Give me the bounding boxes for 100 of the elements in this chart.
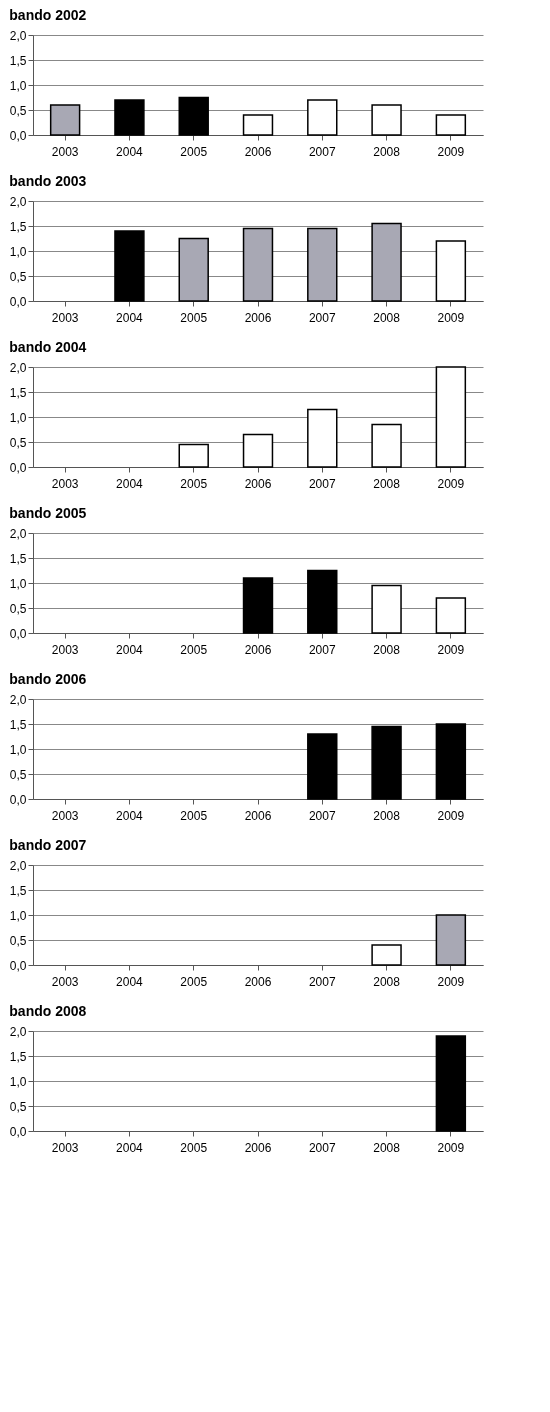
y-tick-label: 0,0 bbox=[9, 1124, 27, 1139]
y-tick-label: 0,5 bbox=[9, 103, 27, 118]
chart-title: bando 2003 bbox=[9, 173, 87, 189]
x-tick-label: 2004 bbox=[116, 476, 144, 491]
x-tick-label: 2006 bbox=[244, 974, 272, 989]
y-tick-label: 2,0 bbox=[9, 526, 27, 541]
x-tick-label: 2009 bbox=[437, 310, 465, 325]
x-tick-label: 2009 bbox=[437, 974, 465, 989]
x-tick-label: 2008 bbox=[373, 144, 401, 159]
x-tick-label: 2008 bbox=[373, 476, 401, 491]
y-tick-label: 0,0 bbox=[9, 792, 27, 807]
x-tick-label: 2003 bbox=[51, 1140, 79, 1155]
bar bbox=[114, 230, 145, 302]
x-tick-label: 2004 bbox=[116, 144, 144, 159]
y-tick-label: 2,0 bbox=[9, 858, 27, 873]
x-tick-label: 2009 bbox=[437, 808, 465, 823]
chart-title: bando 2006 bbox=[9, 671, 87, 687]
x-tick-label: 2005 bbox=[180, 310, 208, 325]
y-tick-label: 1,0 bbox=[9, 244, 27, 259]
y-tick-label: 1,5 bbox=[9, 1049, 27, 1064]
bar bbox=[49, 104, 81, 136]
x-tick-label: 2005 bbox=[180, 974, 208, 989]
chart-title: bando 2005 bbox=[9, 505, 87, 521]
bar bbox=[371, 584, 402, 634]
x-tick-label: 2007 bbox=[308, 1140, 336, 1155]
y-tick-label: 1,0 bbox=[9, 410, 27, 425]
y-tick-label: 1,0 bbox=[9, 1074, 27, 1089]
bar bbox=[307, 408, 338, 468]
chart-title: bando 2002 bbox=[9, 7, 87, 23]
y-tick-label: 2,0 bbox=[9, 1024, 27, 1039]
bar bbox=[307, 733, 338, 800]
bar bbox=[371, 725, 402, 800]
y-tick-label: 0,5 bbox=[9, 435, 27, 450]
y-tick-label: 0,0 bbox=[9, 460, 27, 475]
bar bbox=[178, 443, 209, 468]
bar bbox=[307, 227, 338, 302]
bar bbox=[435, 114, 467, 136]
x-tick-label: 2007 bbox=[308, 642, 336, 657]
x-tick-label: 2009 bbox=[437, 476, 465, 491]
bar bbox=[435, 597, 467, 634]
x-tick-label: 2006 bbox=[244, 808, 272, 823]
y-tick-label: 1,5 bbox=[9, 883, 27, 898]
bar bbox=[435, 723, 467, 800]
y-tick-label: 0,0 bbox=[9, 294, 27, 309]
y-tick-label: 1,5 bbox=[9, 551, 27, 566]
x-tick-label: 2008 bbox=[373, 808, 401, 823]
x-tick-label: 2004 bbox=[116, 974, 144, 989]
chart-title: bando 2008 bbox=[9, 1003, 87, 1019]
y-tick-label: 0,5 bbox=[9, 933, 27, 948]
x-tick-label: 2004 bbox=[116, 1140, 144, 1155]
y-tick-label: 1,5 bbox=[9, 385, 27, 400]
x-tick-label: 2003 bbox=[51, 144, 79, 159]
bar bbox=[371, 104, 402, 136]
x-tick-label: 2003 bbox=[51, 642, 79, 657]
bar bbox=[371, 222, 402, 302]
y-tick-label: 1,0 bbox=[9, 78, 27, 93]
x-tick-label: 2006 bbox=[244, 310, 272, 325]
y-tick-label: 1,0 bbox=[9, 576, 27, 591]
x-tick-label: 2009 bbox=[437, 1140, 465, 1155]
bar bbox=[242, 114, 274, 136]
x-tick-label: 2005 bbox=[180, 144, 208, 159]
x-tick-label: 2004 bbox=[116, 642, 144, 657]
x-tick-label: 2005 bbox=[180, 642, 208, 657]
x-tick-label: 2003 bbox=[51, 808, 79, 823]
bar bbox=[307, 99, 338, 136]
x-tick-label: 2003 bbox=[51, 310, 79, 325]
y-tick-label: 2,0 bbox=[9, 692, 27, 707]
x-tick-label: 2004 bbox=[116, 310, 144, 325]
x-tick-label: 2003 bbox=[51, 476, 79, 491]
bar bbox=[114, 99, 145, 136]
x-tick-label: 2009 bbox=[437, 642, 465, 657]
x-tick-label: 2006 bbox=[244, 642, 272, 657]
y-tick-label: 0,0 bbox=[9, 128, 27, 143]
x-tick-label: 2007 bbox=[308, 310, 336, 325]
chart-title: bando 2004 bbox=[9, 339, 87, 355]
y-tick-label: 1,0 bbox=[9, 742, 27, 757]
x-tick-label: 2006 bbox=[244, 1140, 272, 1155]
x-tick-label: 2005 bbox=[180, 808, 208, 823]
y-tick-label: 0,0 bbox=[9, 626, 27, 641]
y-tick-label: 1,0 bbox=[9, 908, 27, 923]
y-tick-label: 0,5 bbox=[9, 767, 27, 782]
x-tick-label: 2007 bbox=[308, 476, 336, 491]
bar bbox=[178, 96, 209, 136]
x-tick-label: 2006 bbox=[244, 144, 272, 159]
x-tick-label: 2008 bbox=[373, 974, 401, 989]
x-tick-label: 2005 bbox=[180, 1140, 208, 1155]
bar bbox=[371, 423, 402, 468]
y-tick-label: 2,0 bbox=[9, 194, 27, 209]
y-tick-label: 0,5 bbox=[9, 269, 27, 284]
x-tick-label: 2004 bbox=[116, 808, 144, 823]
bar bbox=[242, 577, 274, 634]
y-tick-label: 0,5 bbox=[9, 1099, 27, 1114]
y-tick-label: 0,0 bbox=[9, 958, 27, 973]
x-tick-label: 2003 bbox=[51, 974, 79, 989]
y-tick-label: 0,5 bbox=[9, 601, 27, 616]
y-tick-label: 1,5 bbox=[9, 53, 27, 68]
x-tick-label: 2006 bbox=[244, 476, 272, 491]
bar bbox=[242, 227, 274, 302]
x-tick-label: 2007 bbox=[308, 144, 336, 159]
x-tick-label: 2008 bbox=[373, 310, 401, 325]
